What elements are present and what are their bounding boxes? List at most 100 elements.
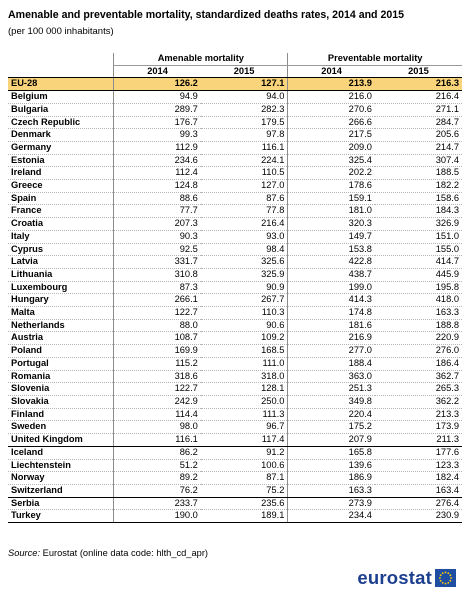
cell-value: 190.0 [113,509,201,524]
table-row: Latvia 331.7 325.6 422.8 414.7 [8,255,462,269]
row-label: Germany [8,141,114,155]
cell-value: 139.6 [287,459,375,473]
cell-value: 422.8 [287,255,375,269]
cell-value: 90.9 [200,281,288,295]
flag-star [439,579,442,582]
logo-text: eurostat [357,567,432,588]
cell-value: 307.4 [374,154,462,168]
row-label: Netherlands [8,319,114,333]
cell-value: 158.6 [374,192,462,206]
row-label: Bulgaria [8,103,114,117]
flag-star [444,571,447,574]
cell-value: 220.9 [374,331,462,346]
table-row: Cyprus 92.5 98.4 153.8 155.0 [8,243,462,257]
row-label: Cyprus [8,243,114,257]
cell-value: 117.4 [200,433,288,447]
cell-value: 163.3 [287,484,375,498]
cell-value: 87.1 [200,471,288,485]
cell-value: 181.6 [287,319,375,333]
cell-value: 363.0 [287,370,375,384]
row-label: Malta [8,306,114,320]
cell-value: 250.0 [200,395,288,409]
table-row: Poland 169.9 168.5 277.0 276.0 [8,344,462,358]
cell-value: 270.6 [287,103,375,117]
cell-value: 86.2 [113,446,201,460]
cell-value: 88.0 [113,319,201,333]
table-row: Italy 90.3 93.0 149.7 151.0 [8,230,462,244]
table-row: Turkey 190.0 189.1 234.4 230.9 [8,509,462,524]
cell-value: 89.2 [113,471,201,485]
cell-value: 177.6 [374,446,462,460]
cell-value: 178.6 [287,179,375,193]
cell-value: 110.5 [200,166,288,181]
header-blank [8,65,114,79]
source-text: Eurostat (online data code: hlth_cd_apr) [40,548,209,558]
cell-value: 277.0 [287,344,375,358]
table-row: Liechtenstein 51.2 100.6 139.6 123.3 [8,459,462,473]
cell-value: 124.8 [113,179,201,193]
mortality-table: Amenable mortality Preventable mortality… [8,53,462,524]
row-label: Latvia [8,255,114,269]
cell-value: 123.3 [374,459,462,473]
row-label: Romania [8,370,114,384]
row-label: Liechtenstein [8,459,114,473]
table-row: Sweden 98.0 96.7 175.2 173.9 [8,420,462,435]
cell-value: 163.4 [374,484,462,498]
row-label: Austria [8,331,114,346]
row-label: Slovenia [8,382,114,396]
table-title: Amenable and preventable mortality, stan… [8,9,405,21]
table-row: Denmark 99.3 97.8 217.5 205.6 [8,128,462,142]
cell-value: 90.6 [200,319,288,333]
cell-value: 98.0 [113,420,201,435]
cell-value: 109.2 [200,331,288,346]
row-label: Finland [8,408,114,422]
table-row: Portugal 115.2 111.0 188.4 186.4 [8,357,462,371]
cell-value: 213.3 [374,408,462,422]
cell-value: 276.0 [374,344,462,358]
header-preventable-mortality: Preventable mortality [287,53,462,66]
cell-value: 149.7 [287,230,375,244]
cell-value: 224.1 [200,154,288,168]
cell-value: 151.0 [374,230,462,244]
cell-value: 77.7 [113,204,201,219]
cell-value: 76.2 [113,484,201,498]
header-year: 2014 [287,65,375,79]
table-row: Belgium 94.9 94.0 216.0 216.4 [8,90,462,104]
cell-value: 111.3 [200,408,288,422]
header-amenable-mortality: Amenable mortality [113,53,288,66]
row-label: Czech Republic [8,116,114,130]
row-label: United Kingdom [8,433,114,447]
cell-value: 116.1 [113,433,201,447]
flag-star [439,577,441,579]
table-subtitle: (per 100 000 inhabitants) [8,26,114,37]
table-row: Lithuania 310.8 325.9 438.7 445.9 [8,268,462,282]
cell-value: 184.3 [374,204,462,219]
cell-value: 189.1 [200,509,288,524]
table-row: Slovenia 122.7 128.1 251.3 265.3 [8,382,462,396]
cell-value: 266.6 [287,116,375,130]
cell-value: 325.4 [287,154,375,168]
cell-value: 273.9 [287,497,375,511]
cell-value: 276.4 [374,497,462,511]
cell-value: 216.4 [200,217,288,231]
cell-value: 51.2 [113,459,201,473]
cell-value: 91.2 [200,446,288,460]
header-year: 2015 [200,65,288,79]
table-row: Hungary 266.1 267.7 414.3 418.0 [8,293,462,308]
table-row: Malta 122.7 110.3 174.8 163.3 [8,306,462,320]
row-label: Ireland [8,166,114,181]
cell-value: 205.6 [374,128,462,142]
row-label: EU-28 [8,77,114,92]
cell-value: 265.3 [374,382,462,396]
cell-value: 207.9 [287,433,375,447]
row-label: Serbia [8,497,114,511]
cell-value: 211.3 [374,433,462,447]
row-label: Norway [8,471,114,485]
table-row: Czech Republic 176.7 179.5 266.6 284.7 [8,116,462,130]
cell-value: 182.2 [374,179,462,193]
cell-value: 97.8 [200,128,288,142]
cell-value: 155.0 [374,243,462,257]
cell-value: 216.4 [374,90,462,104]
cell-value: 88.6 [113,192,201,206]
table-row: Finland 114.4 111.3 220.4 213.3 [8,408,462,422]
